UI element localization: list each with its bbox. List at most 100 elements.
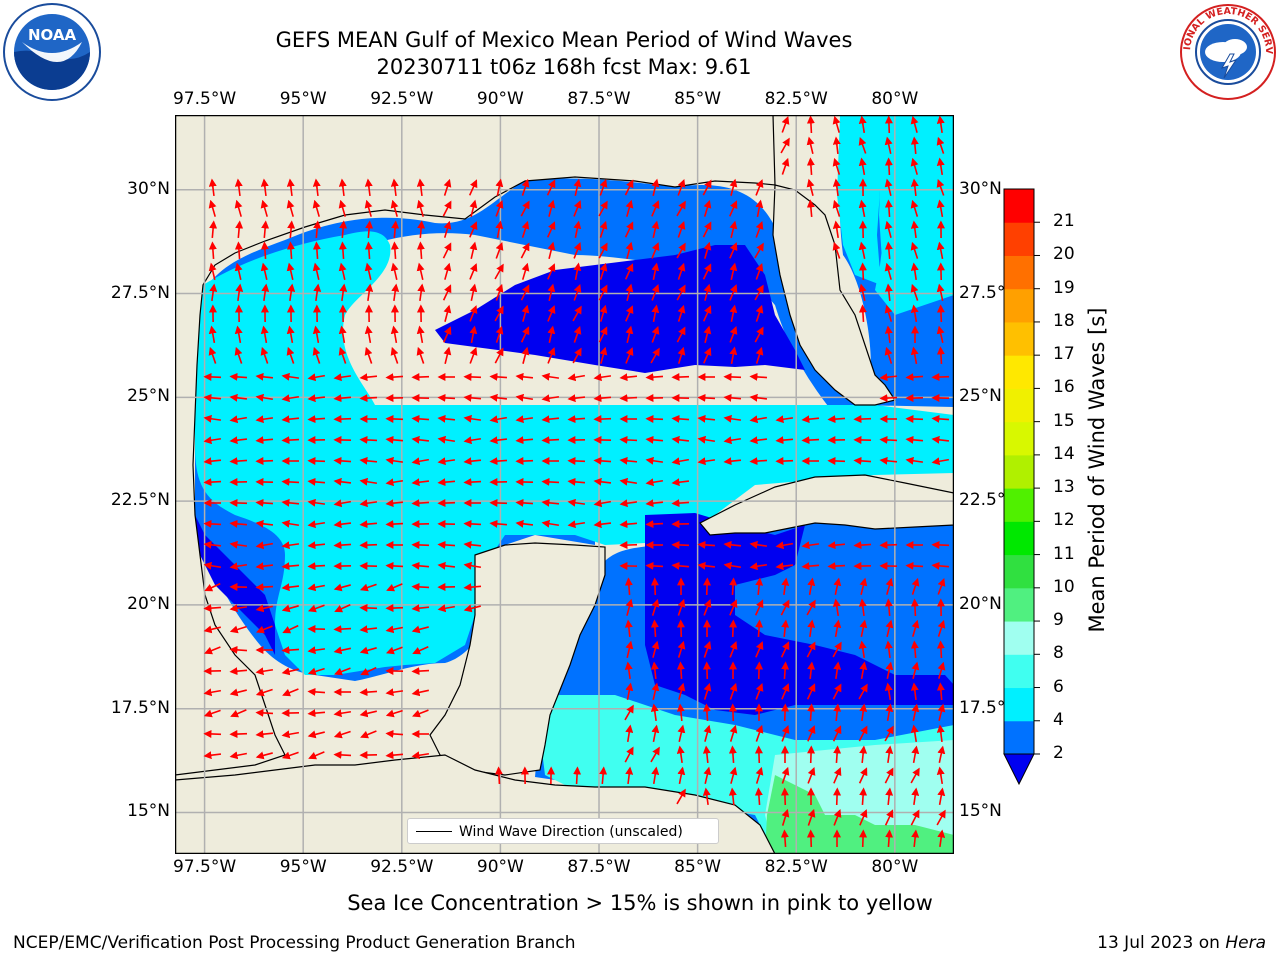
lat-tick-label-right: 20°N xyxy=(959,593,1002,614)
wave-direction-arrow xyxy=(624,619,633,638)
wave-direction-arrow xyxy=(385,373,404,382)
wave-direction-arrow xyxy=(521,220,530,238)
wave-direction-arrow xyxy=(489,372,508,381)
wave-direction-arrow xyxy=(781,766,790,784)
wave-direction-arrow xyxy=(229,604,248,613)
wave-direction-arrow xyxy=(775,415,794,424)
wave-direction-arrow xyxy=(645,414,664,423)
wave-direction-arrow xyxy=(573,200,582,217)
wave-direction-arrow xyxy=(755,766,764,784)
wave-direction-arrow xyxy=(677,640,686,658)
wave-direction-arrow xyxy=(911,829,920,848)
wave-direction-arrow xyxy=(437,393,456,402)
wave-direction-arrow xyxy=(281,394,300,403)
wave-direction-arrow xyxy=(729,284,738,301)
wave-direction-arrow xyxy=(567,394,586,403)
wave-direction-arrow xyxy=(619,499,638,508)
wave-direction-arrow xyxy=(359,541,378,550)
cuba-land xyxy=(699,474,954,536)
wave-direction-arrow xyxy=(931,414,950,423)
colorbar-tick-label: 21 xyxy=(1053,211,1075,232)
wave-direction-arrow xyxy=(905,435,924,444)
wave-direction-arrow xyxy=(385,478,404,487)
wave-direction-arrow xyxy=(650,347,660,364)
wave-direction-arrow xyxy=(334,667,351,676)
wave-direction-arrow xyxy=(411,540,430,549)
wave-direction-arrow xyxy=(541,436,560,445)
wave-direction-arrow xyxy=(541,372,560,381)
wave-direction-arrow xyxy=(671,435,690,444)
wave-direction-arrow xyxy=(229,436,248,445)
lat-tick-label-left: 25°N xyxy=(127,386,170,407)
wave-direction-arrow xyxy=(494,766,503,785)
wave-direction-arrow xyxy=(806,641,816,658)
wave-direction-arrow xyxy=(885,661,894,679)
wave-direction-arrow xyxy=(884,346,893,364)
wave-direction-arrow xyxy=(547,305,556,322)
wave-direction-arrow xyxy=(234,346,243,364)
wave-direction-arrow xyxy=(255,562,274,571)
wave-direction-arrow xyxy=(333,520,352,529)
wave-direction-arrow xyxy=(780,137,790,154)
wave-direction-arrow xyxy=(203,414,222,423)
legend-line-symbol xyxy=(416,831,452,832)
wave-direction-arrow xyxy=(390,325,399,344)
wave-direction-arrow xyxy=(832,178,841,197)
wave-direction-arrow xyxy=(364,199,373,217)
wave-direction-arrow xyxy=(385,414,404,423)
wave-direction-arrow xyxy=(203,688,222,697)
wave-direction-arrow xyxy=(282,688,299,697)
wave-direction-arrow xyxy=(703,347,712,364)
wave-direction-arrow xyxy=(416,241,425,260)
wave-direction-arrow xyxy=(235,283,244,302)
wave-direction-arrow xyxy=(827,562,846,571)
wave-direction-arrow xyxy=(593,520,612,529)
wave-direction-arrow xyxy=(390,178,399,197)
wave-direction-arrow xyxy=(339,220,348,239)
footer-credit: NCEP/EMC/Verification Post Processing Pr… xyxy=(13,933,576,953)
wave-direction-arrow xyxy=(755,619,764,638)
wave-direction-arrow xyxy=(203,540,222,549)
wave-direction-arrow xyxy=(312,325,321,344)
colorbar-tick-label: 8 xyxy=(1053,643,1064,664)
wave-direction-arrow xyxy=(255,730,274,739)
wave-direction-arrow xyxy=(625,766,634,785)
wave-direction-arrow xyxy=(884,136,893,154)
wave-direction-arrow xyxy=(754,284,764,301)
wave-direction-arrow xyxy=(859,661,868,680)
wave-direction-arrow xyxy=(911,787,920,806)
wave-direction-arrow xyxy=(671,540,690,549)
wave-direction-arrow xyxy=(624,661,633,680)
wave-direction-arrow xyxy=(390,262,399,280)
wave-direction-arrow xyxy=(547,347,556,364)
wave-direction-arrow xyxy=(281,667,299,676)
wave-direction-arrow xyxy=(807,661,816,680)
wave-direction-arrow xyxy=(885,703,894,722)
wave-direction-arrow xyxy=(416,262,425,280)
wave-direction-arrow xyxy=(755,577,764,596)
wave-direction-arrow xyxy=(255,708,274,717)
wave-direction-arrow xyxy=(463,583,482,592)
wave-direction-arrow xyxy=(827,541,846,550)
colorbar xyxy=(1003,188,1040,785)
wave-direction-arrow xyxy=(775,457,794,466)
wave-direction-arrow xyxy=(806,683,816,700)
wave-direction-arrow xyxy=(260,178,269,197)
wave-direction-arrow xyxy=(832,683,842,700)
wave-direction-arrow xyxy=(833,661,842,680)
wave-direction-arrow xyxy=(702,263,712,280)
wave-direction-arrow xyxy=(910,157,919,175)
wave-direction-arrow xyxy=(723,540,742,549)
wave-direction-arrow xyxy=(936,766,945,785)
wave-direction-arrow xyxy=(463,457,482,466)
wave-direction-arrow xyxy=(729,599,738,616)
wave-direction-arrow xyxy=(385,520,404,529)
colorbar-tick-label: 15 xyxy=(1053,410,1075,431)
colorbar-segment xyxy=(1004,255,1034,290)
wave-direction-arrow xyxy=(650,703,659,722)
wave-direction-arrow xyxy=(884,241,893,260)
wave-direction-arrow xyxy=(547,283,556,301)
wave-direction-arrow xyxy=(703,241,712,259)
wave-direction-arrow xyxy=(755,304,764,322)
wave-direction-arrow xyxy=(209,283,218,302)
